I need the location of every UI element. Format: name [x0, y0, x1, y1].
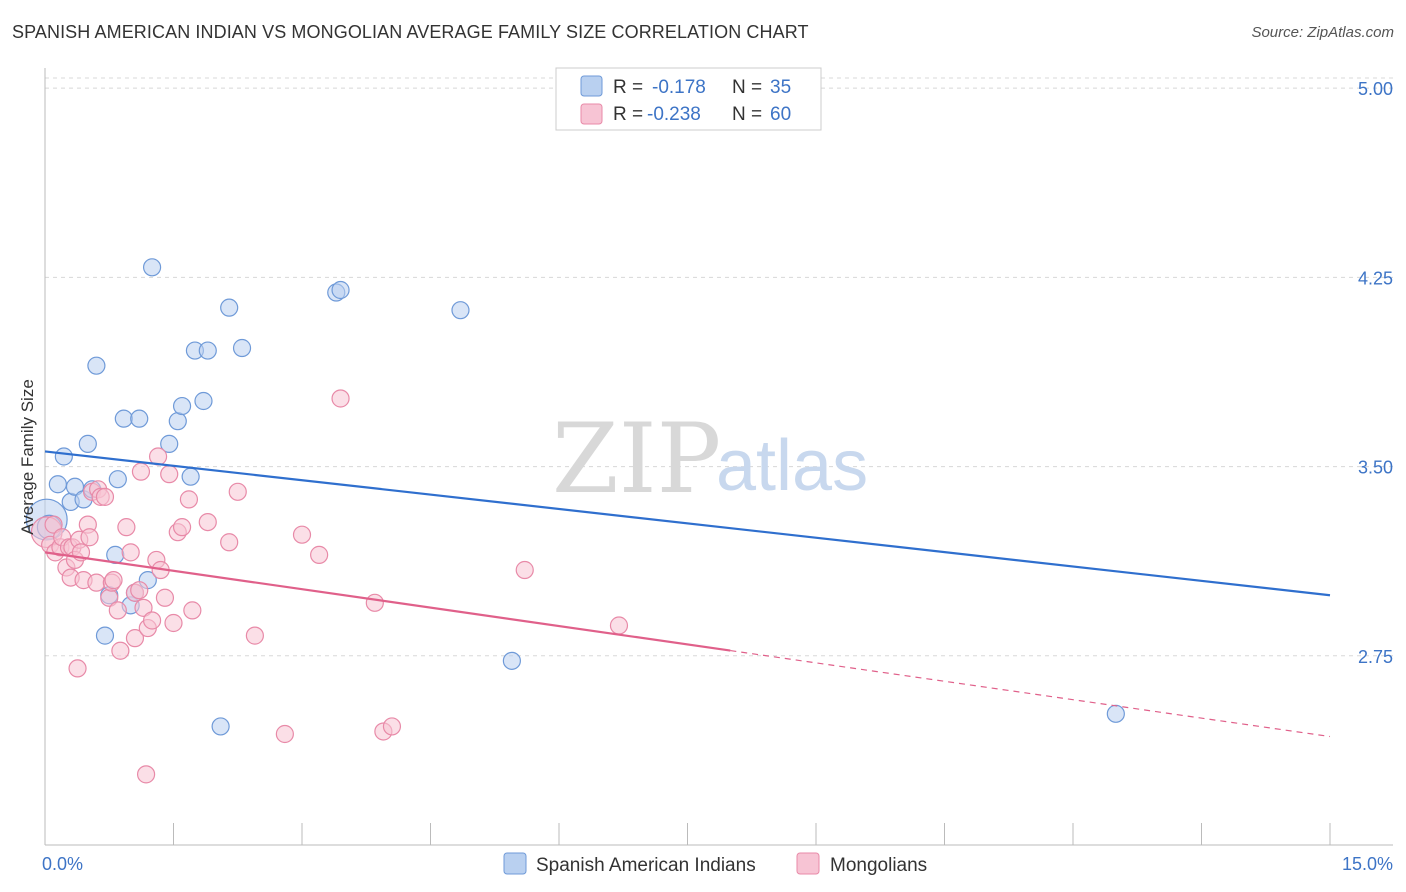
y-tick-label-0: 5.00 [1358, 79, 1393, 99]
point-mongolian-58 [515, 560, 534, 580]
axes [44, 68, 1393, 846]
point-spanish-american-indian-27 [211, 717, 230, 736]
point-mongolian-26 [111, 641, 130, 660]
point-mongolian-34 [136, 765, 156, 784]
source-credit: Source: ZipAtlas.com [1251, 24, 1394, 41]
legend-swatch-blue [580, 75, 603, 97]
legend-r-label-1: R = [613, 77, 643, 98]
point-spanish-american-indian-3 [54, 447, 73, 466]
point-spanish-american-indian-25 [194, 391, 213, 411]
point-mongolian-53 [310, 545, 329, 564]
point-mongolian-33 [134, 598, 153, 617]
series-mongolians [30, 389, 629, 784]
point-spanish-american-indian-32 [451, 301, 470, 320]
point-spanish-american-indian-34 [1106, 704, 1125, 723]
legend-n-label-2: N = [732, 104, 762, 125]
x-ticks [44, 823, 1331, 845]
y-tick-label-1: 4.25 [1358, 268, 1393, 288]
y-tick-label-3: 2.75 [1358, 647, 1393, 667]
point-mongolian-51 [275, 724, 294, 744]
trend-lines [44, 450, 1331, 738]
point-spanish-american-indian-29 [232, 338, 252, 358]
x-tick-label-min: 0.0% [42, 854, 83, 874]
trend-line-1-solid [44, 551, 731, 652]
point-spanish-american-indian-7 [78, 434, 97, 453]
watermark-atlas: atlas [716, 426, 868, 506]
point-spanish-american-indian-2 [48, 475, 67, 494]
point-mongolian-24 [104, 571, 123, 590]
point-mongolian-16 [80, 528, 99, 547]
bottom-legend-swatch-blue [503, 852, 527, 875]
y-tick-label-2: 3.50 [1358, 458, 1393, 478]
trend-line-0 [44, 450, 1331, 597]
point-spanish-american-indian-26 [198, 341, 217, 360]
legend-r-value-1: -0.178 [652, 77, 706, 98]
point-spanish-american-indian-20 [160, 434, 179, 453]
bottom-legend-swatch-pink [796, 852, 820, 875]
point-mongolian-25 [108, 601, 127, 620]
y-tick-labels: 5.00 4.25 3.50 2.75 [1358, 79, 1393, 667]
legend-n-value-2: 60 [770, 104, 791, 125]
point-mongolian-52 [292, 525, 312, 544]
point-spanish-american-indian-13 [108, 470, 127, 489]
point-spanish-american-indian-22 [172, 396, 192, 416]
point-mongolian-31 [130, 581, 149, 600]
point-mongolian-55 [365, 593, 384, 612]
legend-swatch-pink [580, 103, 603, 125]
point-mongolian-57 [382, 717, 402, 736]
point-mongolian-44 [172, 518, 192, 537]
point-spanish-american-indian-10 [95, 626, 115, 645]
point-spanish-american-indian-19 [142, 258, 162, 277]
point-mongolian-30 [125, 629, 145, 648]
point-mongolian-45 [179, 490, 199, 509]
point-mongolian-32 [131, 462, 151, 481]
point-spanish-american-indian-33 [502, 651, 521, 670]
point-mongolian-50 [245, 626, 264, 645]
correlation-legend: R = -0.178 N = 35 R = -0.238 N = 60 [555, 67, 822, 131]
point-spanish-american-indian-21 [168, 412, 187, 431]
point-mongolian-49 [228, 482, 247, 501]
legend-n-value-1: 35 [770, 77, 791, 98]
watermark: ZIP atlas [552, 403, 868, 515]
point-mongolian-27 [117, 518, 136, 537]
bottom-legend-label-blue: Spanish American Indians [536, 855, 756, 876]
point-mongolian-2 [44, 515, 63, 534]
gridlines [45, 77, 1393, 657]
point-mongolian-48 [220, 533, 239, 552]
point-mongolian-21 [95, 487, 115, 506]
point-mongolian-42 [164, 613, 183, 633]
point-spanish-american-indian-23 [181, 467, 200, 486]
point-mongolian-41 [160, 465, 179, 484]
point-mongolian-47 [198, 512, 217, 532]
point-spanish-american-indian-28 [220, 298, 239, 317]
point-mongolian-18 [87, 573, 106, 592]
legend-r-value-2: -0.238 [647, 104, 701, 125]
bottom-legend-label-pink: Mongolians [830, 855, 927, 876]
point-mongolian-28 [121, 543, 140, 562]
point-mongolian-40 [155, 588, 175, 607]
point-mongolian-11 [68, 659, 87, 678]
legend-r-label-2: R = [613, 104, 643, 125]
chart-title: SPANISH AMERICAN INDIAN VS MONGOLIAN AVE… [12, 22, 809, 42]
watermark-zip: ZIP [552, 403, 721, 515]
y-axis-title: Average Family Size [18, 379, 37, 535]
x-tick-label-max: 15.0% [1342, 854, 1393, 874]
point-mongolian-59 [609, 616, 629, 635]
point-mongolian-46 [183, 601, 202, 620]
series-legend: Spanish American Indians Mongolians [503, 852, 927, 876]
point-spanish-american-indian-14 [114, 409, 133, 428]
point-mongolian-36 [142, 611, 162, 630]
point-spanish-american-indian-9 [87, 356, 106, 375]
point-spanish-american-indian-17 [130, 409, 149, 428]
legend-n-label-1: N = [732, 77, 762, 98]
point-mongolian-54 [331, 389, 350, 408]
trend-line-1-dashed [730, 649, 1331, 738]
point-spanish-american-indian-31 [331, 280, 350, 300]
